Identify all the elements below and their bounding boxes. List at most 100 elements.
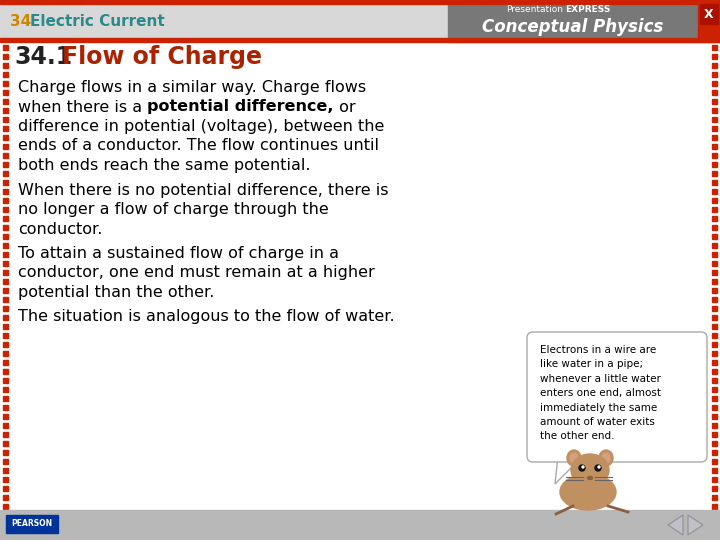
FancyBboxPatch shape bbox=[527, 332, 707, 462]
Bar bbox=[3, 153, 8, 158]
Text: Electrons in a wire are
like water in a pipe;
whenever a little water
enters one: Electrons in a wire are like water in a … bbox=[540, 345, 661, 441]
Ellipse shape bbox=[570, 453, 578, 463]
Bar bbox=[3, 189, 8, 194]
Bar bbox=[712, 234, 717, 239]
Bar bbox=[3, 288, 8, 293]
Bar bbox=[712, 225, 717, 230]
Text: Flow of Charge: Flow of Charge bbox=[62, 45, 262, 69]
Bar bbox=[3, 90, 8, 95]
Bar bbox=[712, 171, 717, 176]
Ellipse shape bbox=[571, 454, 609, 486]
Text: or: or bbox=[334, 99, 356, 114]
Bar bbox=[712, 198, 717, 203]
Ellipse shape bbox=[560, 474, 616, 510]
Bar bbox=[712, 162, 717, 167]
Bar bbox=[712, 81, 717, 86]
Ellipse shape bbox=[588, 476, 593, 480]
Bar bbox=[3, 252, 8, 257]
Bar bbox=[712, 180, 717, 185]
Bar bbox=[3, 144, 8, 149]
Bar bbox=[712, 459, 717, 464]
Bar bbox=[3, 171, 8, 176]
Bar bbox=[3, 162, 8, 167]
Bar bbox=[712, 306, 717, 311]
Bar bbox=[3, 396, 8, 401]
Bar bbox=[712, 423, 717, 428]
Bar bbox=[712, 216, 717, 221]
Bar bbox=[3, 369, 8, 374]
Text: potential than the other.: potential than the other. bbox=[18, 285, 215, 300]
Ellipse shape bbox=[595, 465, 601, 471]
Bar bbox=[448, 0, 698, 42]
Bar bbox=[712, 144, 717, 149]
Bar bbox=[712, 495, 717, 500]
Bar bbox=[0, 0, 720, 4]
Bar bbox=[712, 261, 717, 266]
Bar bbox=[712, 324, 717, 329]
Bar bbox=[712, 99, 717, 104]
Text: ends of a conductor. The flow continues until: ends of a conductor. The flow continues … bbox=[18, 138, 379, 153]
Bar bbox=[712, 135, 717, 140]
Bar bbox=[3, 459, 8, 464]
Bar bbox=[3, 243, 8, 248]
Bar bbox=[3, 54, 8, 59]
Bar bbox=[712, 72, 717, 77]
Bar bbox=[3, 108, 8, 113]
Text: EXPRESS: EXPRESS bbox=[565, 5, 611, 15]
Bar bbox=[0, 38, 720, 42]
Bar bbox=[3, 216, 8, 221]
Bar bbox=[712, 468, 717, 473]
Bar bbox=[3, 297, 8, 302]
Bar bbox=[712, 207, 717, 212]
Text: Electric Current: Electric Current bbox=[30, 14, 165, 29]
Polygon shape bbox=[688, 515, 703, 535]
Text: Presentation: Presentation bbox=[506, 5, 563, 15]
Bar bbox=[712, 279, 717, 284]
Bar bbox=[3, 81, 8, 86]
Bar bbox=[712, 117, 717, 122]
Bar bbox=[712, 450, 717, 455]
Ellipse shape bbox=[598, 466, 600, 468]
Bar bbox=[3, 342, 8, 347]
Bar bbox=[3, 180, 8, 185]
Bar bbox=[3, 63, 8, 68]
Bar bbox=[3, 405, 8, 410]
Bar bbox=[712, 252, 717, 257]
Bar bbox=[3, 72, 8, 77]
Text: no longer a flow of charge through the: no longer a flow of charge through the bbox=[18, 202, 329, 217]
Text: conductor.: conductor. bbox=[18, 221, 102, 237]
Bar bbox=[3, 117, 8, 122]
Bar bbox=[3, 432, 8, 437]
Bar bbox=[3, 207, 8, 212]
Bar bbox=[712, 432, 717, 437]
Bar bbox=[3, 387, 8, 392]
Ellipse shape bbox=[599, 450, 613, 466]
Bar bbox=[3, 477, 8, 482]
Bar bbox=[3, 450, 8, 455]
Bar bbox=[3, 279, 8, 284]
Bar bbox=[712, 396, 717, 401]
Bar bbox=[3, 441, 8, 446]
Bar bbox=[712, 333, 717, 338]
Text: PEARSON: PEARSON bbox=[12, 519, 53, 529]
Text: The situation is analogous to the flow of water.: The situation is analogous to the flow o… bbox=[18, 309, 395, 325]
Bar bbox=[700, 4, 718, 24]
Bar bbox=[6, 515, 58, 533]
Bar bbox=[3, 486, 8, 491]
Bar bbox=[712, 90, 717, 95]
Bar bbox=[3, 495, 8, 500]
Bar bbox=[712, 342, 717, 347]
Ellipse shape bbox=[602, 453, 610, 463]
Bar bbox=[712, 270, 717, 275]
Bar bbox=[3, 351, 8, 356]
Bar bbox=[3, 270, 8, 275]
Bar bbox=[712, 504, 717, 509]
Bar bbox=[0, 42, 720, 510]
Bar bbox=[3, 135, 8, 140]
Text: 34.1: 34.1 bbox=[14, 45, 72, 69]
Bar bbox=[3, 360, 8, 365]
Text: X: X bbox=[704, 8, 714, 21]
Ellipse shape bbox=[582, 466, 584, 468]
Polygon shape bbox=[555, 456, 583, 484]
Text: Conceptual Physics: Conceptual Physics bbox=[482, 18, 664, 36]
